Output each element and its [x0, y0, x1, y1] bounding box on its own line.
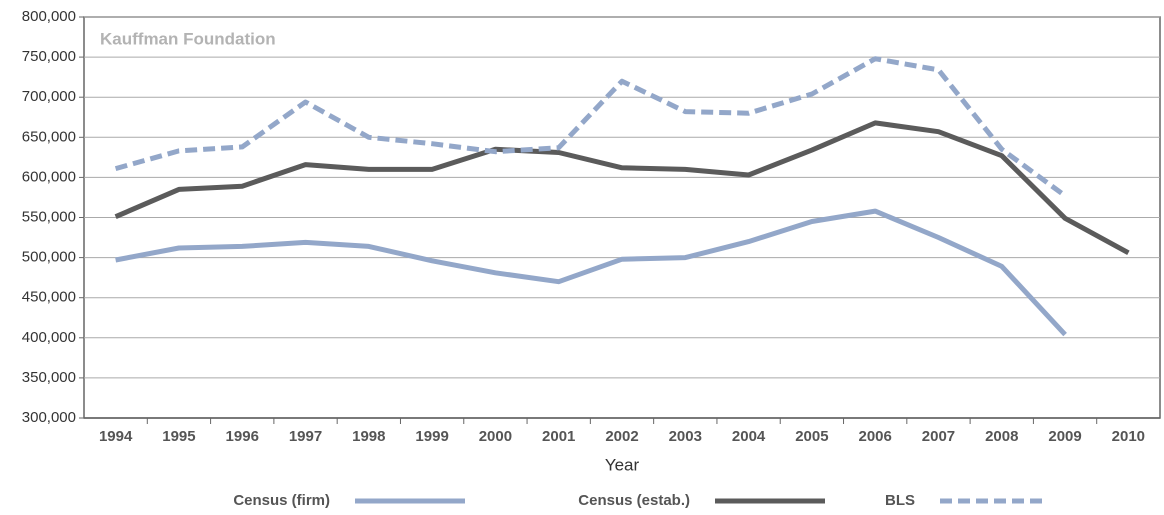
- y-tick-label: 750,000: [22, 48, 76, 65]
- y-tick-label: 800,000: [22, 8, 76, 25]
- legend-label: Census (estab.): [578, 492, 690, 509]
- legend-label: Census (firm): [233, 492, 330, 509]
- x-tick-label: 2002: [605, 428, 638, 445]
- y-tick-label: 300,000: [22, 409, 76, 426]
- series-line: [115, 208, 1067, 337]
- annotation: Kauffman Foundation: [100, 29, 276, 48]
- x-axis-label: Year: [605, 455, 640, 474]
- x-tick-label: 1997: [289, 428, 322, 445]
- x-tick-label: 2010: [1112, 428, 1145, 445]
- y-tick-label: 700,000: [22, 88, 76, 105]
- y-tick-label: 600,000: [22, 168, 76, 185]
- x-tick-label: 2009: [1048, 428, 1081, 445]
- y-tick-label: 350,000: [22, 369, 76, 386]
- x-tick-label: 1995: [162, 428, 195, 445]
- legend-label: BLS: [885, 492, 915, 509]
- series-line: [114, 120, 1130, 255]
- x-tick-label: 1996: [226, 428, 259, 445]
- x-tick-label: 2003: [669, 428, 702, 445]
- y-tick-label: 650,000: [22, 128, 76, 145]
- x-tick-label: 2000: [479, 428, 512, 445]
- y-tick-label: 500,000: [22, 249, 76, 266]
- x-tick-label: 1999: [415, 428, 448, 445]
- x-tick-label: 1998: [352, 428, 385, 445]
- y-tick-label: 550,000: [22, 208, 76, 225]
- x-tick-label: 1994: [99, 428, 133, 445]
- y-tick-label: 450,000: [22, 289, 76, 306]
- x-tick-label: 2005: [795, 428, 828, 445]
- x-tick-label: 2007: [922, 428, 955, 445]
- x-tick-label: 2004: [732, 428, 766, 445]
- y-tick-label: 400,000: [22, 329, 76, 346]
- x-tick-label: 2008: [985, 428, 1018, 445]
- series-line: [114, 56, 1067, 198]
- x-tick-label: 2006: [858, 428, 891, 445]
- x-tick-label: 2001: [542, 428, 575, 445]
